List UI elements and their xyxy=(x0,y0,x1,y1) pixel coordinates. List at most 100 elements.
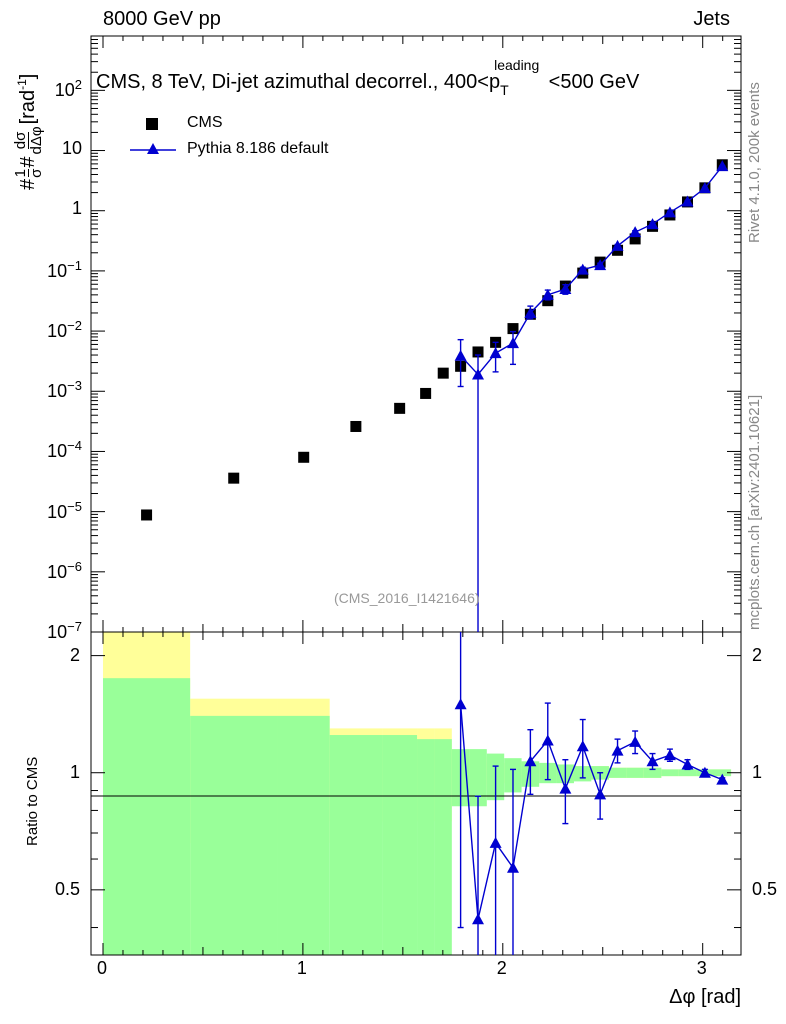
pythia-point xyxy=(716,160,729,172)
cms-point xyxy=(472,346,484,358)
pythia-point xyxy=(698,182,711,194)
y-tick-label-main: 1 xyxy=(71,197,82,218)
cms-point xyxy=(350,420,362,432)
cms-point xyxy=(542,295,554,307)
x-tick-label: 0 xyxy=(96,958,107,978)
cms-point xyxy=(507,323,519,335)
y-tick-label-main: 10−7 xyxy=(47,619,82,642)
cms-point xyxy=(420,387,432,399)
ratio-pythia-point xyxy=(681,758,694,770)
legend-label-pythia: Pythia 8.186 default xyxy=(187,140,329,157)
pythia-point xyxy=(472,368,485,380)
legend xyxy=(130,118,176,154)
pythia-point xyxy=(524,306,537,318)
x-tick-label: 2 xyxy=(496,958,507,978)
ratio-pythia-point xyxy=(594,788,607,800)
pythia-point xyxy=(576,263,589,275)
pythia-point xyxy=(489,347,502,359)
y-tick-label-ratio-right: 1 xyxy=(752,761,763,782)
y-tick-label-ratio-left: 0.5 xyxy=(54,878,80,899)
chart-title-tail: <500 GeV xyxy=(548,71,640,93)
cms-point xyxy=(437,367,449,379)
y-tick-label-main: 10−6 xyxy=(47,558,82,582)
header-left-label: 8000 GeV pp xyxy=(103,8,221,30)
ratio-band-inner-bin xyxy=(469,749,487,807)
main-axis-ticks xyxy=(91,35,741,633)
legend-label-cms: CMS xyxy=(187,114,223,131)
ratio-band-inner-bin xyxy=(417,739,435,955)
cms-point xyxy=(629,233,641,245)
y-tick-label-main: 102 xyxy=(54,77,82,101)
ratio-data-points xyxy=(454,632,729,955)
cms-point xyxy=(228,472,240,484)
y-tick-label-ratio-right: 2 xyxy=(752,644,763,665)
ratio-band-inner-bin xyxy=(643,767,662,778)
chart-title-sub: T xyxy=(500,82,509,98)
chart-title: CMS, 8 TeV, Di-jet azimuthal decorrel., … xyxy=(96,57,640,98)
rivet-version-label: Rivet 4.1.0, 200k events xyxy=(746,82,763,243)
ratio-band-inner-bin xyxy=(277,715,330,955)
ratio-pythia-point xyxy=(716,773,729,785)
cms-point xyxy=(141,509,153,521)
chart-title-main: CMS, 8 TeV, Di-jet azimuthal decorrel., … xyxy=(96,71,501,93)
ratio-band-inner-bin xyxy=(608,767,627,778)
ratio-axis-ticks xyxy=(91,632,741,955)
pythia-point xyxy=(629,226,642,238)
ratio-pythia-point xyxy=(472,913,485,925)
y-tick-label-ratio-left: 1 xyxy=(69,761,80,782)
y-tick-label-ratio-left: 2 xyxy=(69,644,80,665)
ratio-pythia-point xyxy=(646,755,659,767)
ratio-band-inner-bin xyxy=(382,735,418,955)
ratio-pythia-point xyxy=(576,740,589,752)
ratio-uncertainty-bands xyxy=(102,632,732,955)
ratio-pythia-point xyxy=(506,861,519,873)
analysis-watermark: (CMS_2016_I1421646) xyxy=(334,590,480,606)
ratio-pythia-point xyxy=(454,698,467,710)
y-tick-label-main: 10−2 xyxy=(47,318,82,342)
pythia-point xyxy=(663,206,676,218)
pythia-point xyxy=(541,288,554,300)
legend-marker-cms xyxy=(146,118,158,130)
pythia-line xyxy=(460,165,723,376)
pythia-point xyxy=(681,195,694,207)
ratio-pythia-point xyxy=(698,766,711,778)
y-tick-label-ratio-right: 0.5 xyxy=(752,878,778,899)
mcplots-site-label: mcplots.cern.ch [arXiv:2401.10621] xyxy=(746,394,763,630)
ratio-band-inner-bin xyxy=(713,769,732,777)
ratio-pythia-point xyxy=(663,749,676,761)
ratio-pythia-point xyxy=(559,782,572,794)
pythia-point xyxy=(506,337,519,349)
pythia-point xyxy=(594,259,607,271)
ratio-band-inner-bin xyxy=(190,715,278,955)
y-tick-label-main: 10 xyxy=(61,137,82,158)
ratio-pythia-point xyxy=(541,734,554,746)
main-data-points xyxy=(141,159,729,632)
ratio-pythia-point xyxy=(629,735,642,747)
pythia-point xyxy=(559,283,572,295)
chart-title-sup: leading xyxy=(494,57,540,73)
header-right-label: Jets xyxy=(693,8,730,30)
ratio-pythia-point xyxy=(524,755,537,767)
ratio-band-inner-bin xyxy=(661,769,679,777)
ratio-band-inner-bin xyxy=(329,735,383,955)
pythia-point xyxy=(611,239,624,251)
y-tick-label-main: 10−3 xyxy=(47,378,82,402)
legend-marker-pythia xyxy=(147,143,159,154)
y-axis-label-main: #1 σ # dσ dΔφ [rad-1] xyxy=(12,73,45,190)
ratio-panel-frame xyxy=(90,631,742,956)
ratio-band-inner-bin xyxy=(678,769,697,777)
y-tick-label-main: 10−1 xyxy=(47,257,82,281)
ratio-pythia-point xyxy=(611,744,624,756)
x-axis-label: Δφ [rad] xyxy=(669,986,741,1008)
ratio-pythia-point xyxy=(489,836,502,848)
ratio-pythia-line xyxy=(459,704,723,920)
pythia-point xyxy=(646,218,659,230)
y-tick-label-main: 10−5 xyxy=(47,498,82,522)
x-tick-label: 3 xyxy=(696,958,707,978)
y-tick-label-main: 10−4 xyxy=(47,438,82,462)
cms-point xyxy=(298,451,310,463)
pythia-point xyxy=(454,349,467,361)
cms-point xyxy=(394,402,406,414)
ratio-band-inner-bin xyxy=(434,739,452,955)
